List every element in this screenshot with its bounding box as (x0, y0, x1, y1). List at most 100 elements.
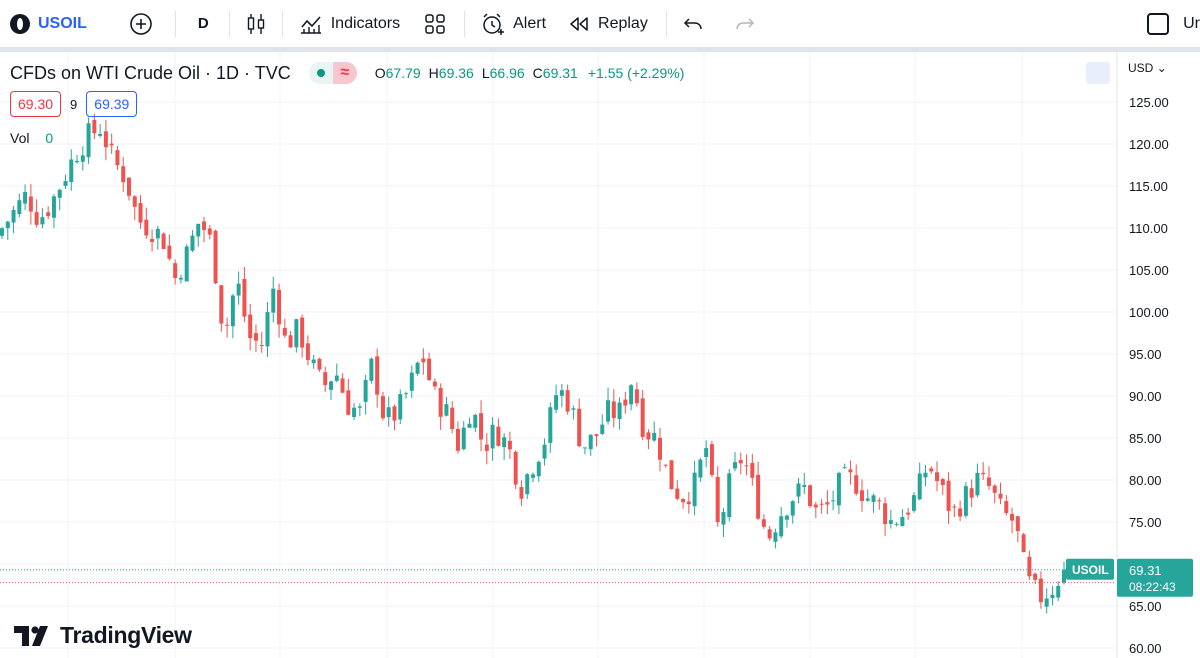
candle[interactable] (196, 223, 201, 247)
candle[interactable] (525, 473, 530, 499)
pane-settings-button[interactable] (1086, 62, 1110, 84)
candle[interactable] (173, 259, 178, 285)
indicators-button[interactable]: Indicators (291, 6, 408, 42)
candle[interactable] (0, 226, 4, 240)
candle[interactable] (946, 472, 951, 524)
candle[interactable] (502, 433, 507, 460)
candle[interactable] (1050, 585, 1055, 606)
candle[interactable] (271, 276, 276, 323)
candle[interactable] (161, 232, 166, 250)
candle[interactable] (300, 314, 305, 358)
candle[interactable] (652, 421, 657, 442)
candle[interactable] (219, 284, 224, 332)
candle[interactable] (721, 507, 726, 537)
candle[interactable] (369, 357, 374, 384)
bid-price-button[interactable]: 69.30 (10, 91, 62, 117)
candle[interactable] (756, 461, 761, 521)
candle[interactable] (311, 354, 316, 369)
candle[interactable] (496, 418, 501, 447)
candle[interactable] (900, 509, 905, 527)
candle[interactable] (709, 441, 714, 478)
market-status-pill[interactable]: ≈ (308, 62, 357, 84)
candle[interactable] (692, 460, 697, 516)
candle[interactable] (675, 480, 680, 501)
candle[interactable] (305, 335, 310, 366)
candle[interactable] (80, 146, 85, 171)
candle[interactable] (894, 522, 899, 527)
candle[interactable] (623, 391, 628, 414)
candle[interactable] (409, 365, 414, 398)
undo-button[interactable] (675, 6, 713, 42)
candle[interactable] (328, 380, 333, 400)
candle[interactable] (317, 357, 322, 372)
candle[interactable] (825, 490, 830, 515)
candle[interactable] (923, 464, 928, 487)
candle[interactable] (888, 509, 893, 529)
candle[interactable] (75, 154, 80, 164)
candle[interactable] (738, 452, 743, 475)
candle[interactable] (282, 318, 287, 338)
candle[interactable] (398, 389, 403, 425)
candle[interactable] (727, 469, 732, 522)
chart-type-button[interactable] (238, 6, 274, 42)
candle[interactable] (646, 429, 651, 450)
candle[interactable] (484, 433, 489, 465)
candle[interactable] (1056, 580, 1061, 601)
candle[interactable] (404, 391, 409, 399)
candle[interactable] (150, 229, 155, 252)
candle[interactable] (519, 480, 524, 506)
candle[interactable] (859, 479, 864, 512)
candle[interactable] (779, 507, 784, 539)
candle[interactable] (1044, 588, 1049, 614)
candle[interactable] (432, 378, 437, 390)
candle[interactable] (935, 461, 940, 492)
candle[interactable] (40, 208, 45, 229)
candle[interactable] (86, 117, 91, 164)
candle[interactable] (802, 472, 807, 495)
candle[interactable] (265, 302, 270, 357)
tradingview-logo[interactable]: TradingView (14, 622, 192, 649)
templates-button[interactable] (416, 6, 454, 42)
unnamed-layout-checkbox[interactable] (1147, 12, 1170, 35)
candle[interactable] (784, 514, 789, 528)
candle[interactable] (28, 183, 33, 225)
candle[interactable] (975, 463, 980, 498)
candle[interactable] (531, 472, 535, 483)
candle[interactable] (507, 431, 512, 459)
candle[interactable] (479, 400, 484, 452)
candle[interactable] (744, 454, 749, 476)
candle[interactable] (323, 366, 328, 392)
candle[interactable] (375, 348, 380, 408)
candle[interactable] (363, 374, 368, 415)
volume-label[interactable]: Vol (10, 130, 30, 146)
candle[interactable] (836, 471, 841, 514)
candle[interactable] (17, 193, 22, 218)
candle[interactable] (259, 331, 264, 353)
candle[interactable] (750, 453, 755, 486)
currency-selector[interactable]: USD ⌄ (1128, 61, 1167, 75)
replay-button[interactable]: Replay (560, 6, 656, 42)
candle[interactable] (23, 184, 28, 211)
candle[interactable] (981, 462, 986, 480)
compare-add-symbol-button[interactable] (121, 6, 161, 42)
candle[interactable] (808, 484, 813, 508)
candle[interactable] (669, 460, 674, 490)
candle[interactable] (213, 229, 218, 285)
candle[interactable] (242, 267, 247, 323)
candle[interactable] (225, 317, 230, 338)
candle[interactable] (571, 405, 576, 420)
candle[interactable] (386, 396, 391, 427)
candle[interactable] (1015, 515, 1020, 543)
candle[interactable] (490, 417, 495, 461)
candle[interactable] (253, 324, 258, 352)
candle[interactable] (681, 497, 686, 509)
candle[interactable] (63, 174, 68, 190)
candle[interactable] (963, 482, 968, 518)
candle[interactable] (536, 460, 541, 482)
candle[interactable] (155, 225, 160, 250)
candle[interactable] (461, 421, 466, 451)
candle[interactable] (92, 113, 97, 140)
candle[interactable] (51, 194, 56, 229)
candle[interactable] (103, 119, 108, 161)
candle[interactable] (346, 378, 351, 416)
